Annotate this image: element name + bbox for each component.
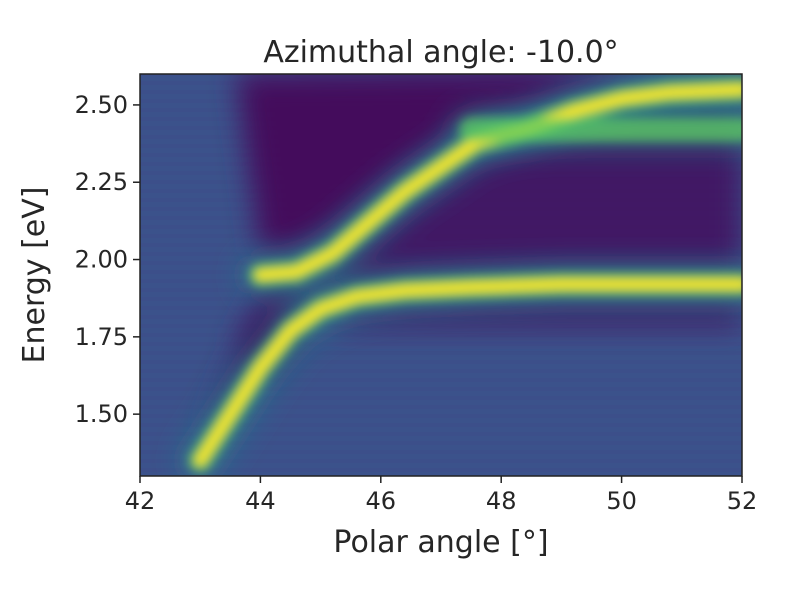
y-axis: 1.50 1.75 2.00 2.25 2.50 — [75, 91, 140, 428]
dark-region-middle — [200, 104, 742, 446]
branch-core — [254, 83, 742, 281]
x-tick-label: 50 — [606, 487, 637, 515]
dark-regions — [200, 74, 742, 446]
x-tick-label: 44 — [245, 487, 276, 515]
x-tick-label: 46 — [366, 487, 397, 515]
x-tick-label: 48 — [486, 487, 517, 515]
branch-upper-polariton — [248, 77, 742, 287]
plot-area — [140, 74, 742, 476]
chart-title: Azimuthal angle: -10.0° — [263, 35, 618, 70]
x-axis-label: Polar angle [°] — [333, 525, 548, 560]
dark-region-lower — [236, 299, 742, 384]
y-tick-label: 1.75 — [75, 323, 128, 351]
y-tick-label: 1.50 — [75, 400, 128, 428]
y-axis-label: Energy [eV] — [17, 187, 52, 364]
y-tick-label: 2.25 — [75, 168, 128, 196]
y-tick-label: 2.00 — [75, 246, 128, 274]
branch-lower-polariton — [188, 272, 742, 473]
dark-region-upper — [236, 74, 646, 254]
x-tick-label: 52 — [727, 487, 758, 515]
x-axis: 42 44 46 48 50 52 — [125, 476, 758, 515]
y-tick-label: 2.50 — [75, 91, 128, 119]
x-tick-label: 42 — [125, 487, 156, 515]
plot-frame — [139, 73, 743, 477]
branch-core — [194, 278, 742, 467]
branches — [188, 77, 742, 473]
